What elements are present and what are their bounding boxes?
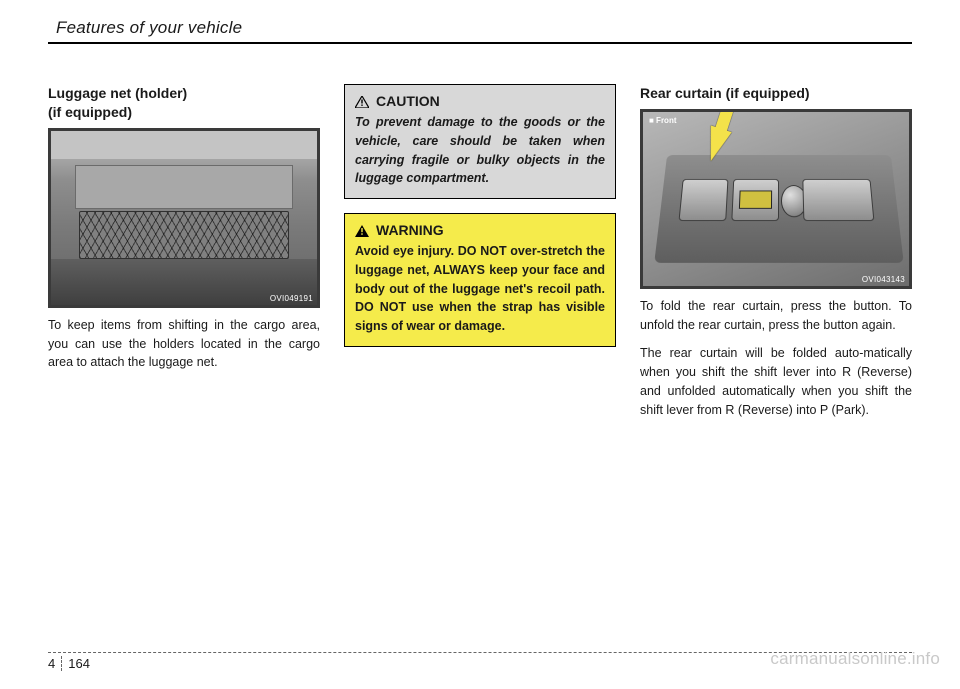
figure-net-mesh — [79, 211, 289, 259]
caution-title-row: CAUTION — [355, 93, 605, 109]
watermark: carmanualsonline.info — [770, 649, 940, 669]
figure-button-panel — [654, 155, 904, 263]
warning-body: Avoid eye injury. DO NOT over-stretch th… — [355, 242, 605, 336]
figure-corner-label: ■ Front — [649, 116, 677, 125]
caution-label: CAUTION — [376, 93, 440, 109]
figure-panel — [75, 165, 293, 209]
luggage-net-title: Luggage net (holder) (if equipped) — [48, 84, 320, 122]
rear-curtain-body-1: To fold the rear curtain, press the butt… — [640, 297, 912, 335]
column-1: Luggage net (holder) (if equipped) OVI04… — [48, 84, 320, 429]
figure-button — [802, 179, 875, 221]
manual-page: Features of your vehicle Luggage net (ho… — [48, 18, 912, 671]
caution-box: CAUTION To prevent damage to the goods o… — [344, 84, 616, 199]
figure-code: OVI049191 — [270, 294, 313, 303]
figure-liftgate — [51, 131, 317, 159]
figure-rear-curtain: ■ Front OVI043143 — [640, 109, 912, 289]
warning-label: WARNING — [376, 222, 444, 238]
footer-page-number: 164 — [62, 656, 90, 671]
column-3: Rear curtain (if equipped) ■ Front OVI04… — [640, 84, 912, 429]
figure-curtain-icon — [739, 190, 772, 209]
figure-button — [678, 179, 728, 221]
warning-title-row: WARNING — [355, 222, 605, 238]
warning-icon — [355, 224, 369, 236]
content-columns: Luggage net (holder) (if equipped) OVI04… — [48, 84, 912, 429]
column-2: CAUTION To prevent damage to the goods o… — [344, 84, 616, 429]
footer-chapter: 4 — [48, 656, 62, 671]
figure-luggage-net: OVI049191 — [48, 128, 320, 308]
rear-curtain-body-2: The rear curtain will be folded auto-mat… — [640, 344, 912, 419]
caution-body: To prevent damage to the goods or the ve… — [355, 113, 605, 188]
page-header-title: Features of your vehicle — [48, 18, 912, 42]
figure-code: OVI043143 — [862, 275, 905, 284]
rear-curtain-title: Rear curtain (if equipped) — [640, 84, 912, 103]
header-rule — [48, 42, 912, 44]
warning-box: WARNING Avoid eye injury. DO NOT over-st… — [344, 213, 616, 347]
caution-icon — [355, 95, 369, 107]
luggage-net-body: To keep items from shifting in the cargo… — [48, 316, 320, 372]
